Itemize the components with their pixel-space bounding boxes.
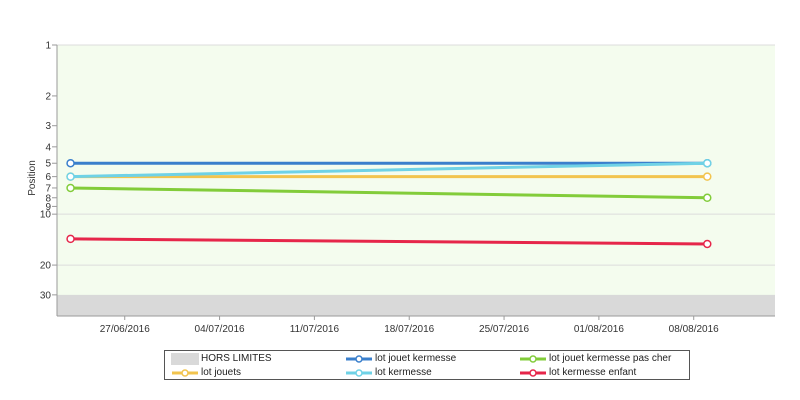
x-tick-label: 04/07/2016 — [195, 324, 245, 335]
series-point-2[interactable] — [703, 172, 712, 181]
out-of-range-band — [57, 294, 775, 316]
grid-lines — [57, 44, 775, 266]
legend-swatch-out-of-range — [171, 353, 199, 365]
series-line-1[interactable] — [70, 186, 708, 200]
y-tick-label: 20 — [40, 261, 52, 272]
x-tick-label: 01/08/2016 — [574, 324, 624, 335]
legend-swatch-marker — [355, 369, 363, 377]
plot-background — [57, 45, 775, 316]
y-tick-label: 8 — [45, 193, 51, 204]
legend-label-series-1: lot jouet kermesse pas cher — [549, 353, 672, 364]
y-tick-label: 10 — [40, 210, 52, 221]
series-point-1[interactable] — [66, 183, 75, 193]
legend: HORS LIMITES lot jouet kermesse lot joue… — [164, 350, 690, 380]
legend-swatch-marker — [529, 355, 537, 363]
series-lines — [66, 158, 712, 249]
series-point-0[interactable] — [66, 158, 75, 168]
y-tick-label: 4 — [45, 142, 51, 153]
y-axis-title: Position — [27, 160, 38, 196]
legend-label-series-4: lot kermesse enfant — [549, 367, 637, 378]
series-point-1[interactable] — [703, 193, 712, 203]
legend-label-series-0: lot jouet kermesse — [375, 353, 457, 364]
x-tick-label: 25/07/2016 — [479, 324, 529, 335]
axes — [56, 45, 775, 317]
y-tick-label: 9 — [45, 202, 51, 213]
series-point-4[interactable] — [703, 239, 712, 249]
y-tick-label: 6 — [45, 172, 51, 183]
legend-swatch-marker — [181, 369, 189, 377]
legend-label-series-2: lot jouets — [201, 367, 242, 378]
legend-swatch-marker — [355, 355, 363, 363]
legend-swatch-marker — [529, 369, 537, 377]
legend-swatch-series-1 — [520, 355, 546, 363]
series-point-3[interactable] — [66, 172, 75, 181]
legend-label-out-of-range: HORS LIMITES — [201, 353, 272, 364]
x-tick-label: 08/08/2016 — [669, 324, 719, 335]
series-line-3[interactable] — [70, 161, 708, 179]
series-point-3[interactable] — [703, 158, 712, 168]
series-line-4[interactable] — [70, 237, 708, 246]
x-tick-label: 27/06/2016 — [100, 324, 150, 335]
x-tick-label: 18/07/2016 — [384, 324, 434, 335]
legend-swatch-series-2 — [172, 369, 198, 377]
y-tick-label: 7 — [45, 183, 51, 194]
series-point-4[interactable] — [66, 234, 75, 244]
y-tick-label: 3 — [45, 121, 51, 132]
legend-swatch-series-0 — [346, 355, 372, 363]
y-tick-label: 1 — [45, 41, 51, 52]
legend-label-series-3: lot kermesse — [375, 367, 432, 378]
y-tick-label: 30 — [40, 290, 52, 301]
legend-swatch-series-3 — [346, 369, 372, 377]
x-tick-label: 11/07/2016 — [290, 324, 340, 335]
legend-swatch-series-4 — [520, 369, 546, 377]
y-tick-label: 5 — [45, 159, 51, 170]
y-tick-label: 2 — [45, 91, 51, 102]
x-axis-ticks: 27/06/2016 04/07/2016 11/07/2016 18/07/2016… — [100, 316, 719, 335]
